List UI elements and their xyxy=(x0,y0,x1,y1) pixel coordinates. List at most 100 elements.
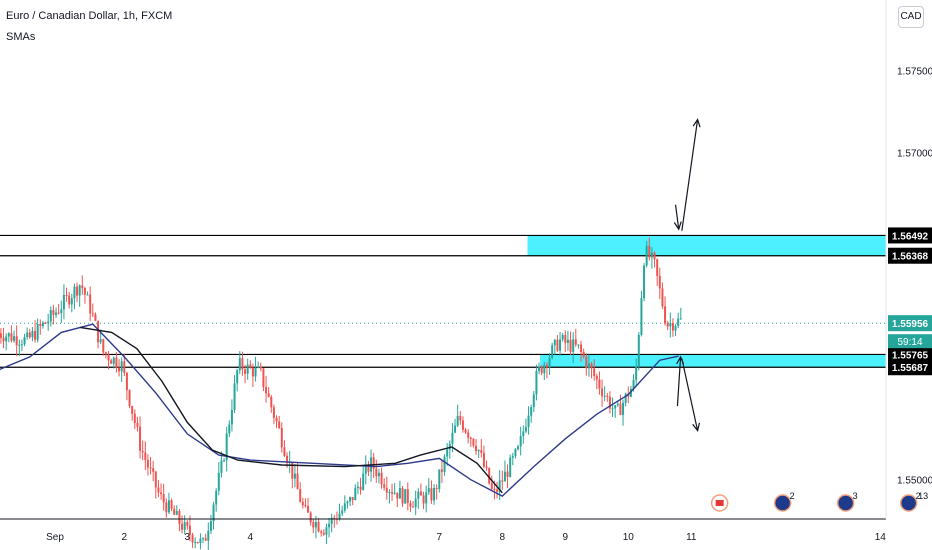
candle-body xyxy=(482,452,485,467)
candle-body xyxy=(280,427,283,448)
candle-body xyxy=(608,396,611,409)
candle-body xyxy=(47,321,50,324)
candle-body xyxy=(141,450,144,453)
candle-body xyxy=(0,333,2,338)
candle-body xyxy=(653,252,656,260)
event-flag-mark xyxy=(715,500,724,506)
candle-body xyxy=(23,337,26,345)
zone-rect-0 xyxy=(527,235,886,256)
candle-body xyxy=(372,457,375,469)
candle-body xyxy=(517,446,520,450)
candle-body xyxy=(18,344,21,346)
candle-body xyxy=(404,489,407,504)
candle-body xyxy=(619,403,622,415)
x-tick-label: 9 xyxy=(563,532,569,543)
last-price-tag-bg xyxy=(888,315,932,332)
candle-body xyxy=(26,332,29,338)
candle-body xyxy=(62,294,65,310)
arrows-layer xyxy=(673,118,701,432)
candle-body xyxy=(501,480,504,482)
candle-body xyxy=(409,503,412,507)
candle-body xyxy=(388,492,391,494)
candle-body xyxy=(238,358,241,371)
event-globe-icon xyxy=(899,494,918,512)
arrow-line-0 xyxy=(674,204,680,230)
candle-body xyxy=(230,409,233,425)
candle-body xyxy=(364,464,367,474)
candle-body xyxy=(246,364,249,374)
candle-body xyxy=(278,421,281,428)
candle-body xyxy=(34,330,37,340)
candle-body xyxy=(157,487,160,493)
candle-body xyxy=(459,415,462,421)
candle-body xyxy=(451,432,454,444)
candle-body xyxy=(412,506,415,508)
indicator-label[interactable]: SMAs xyxy=(6,31,36,43)
arrow-line-3 xyxy=(681,358,699,431)
candle-body xyxy=(233,383,236,410)
candle-body xyxy=(160,492,163,495)
candle-body xyxy=(406,489,409,504)
candle-body xyxy=(301,501,304,506)
candle-body xyxy=(422,495,425,504)
candle-body xyxy=(496,489,499,492)
candle-body xyxy=(265,387,268,394)
candle-body xyxy=(149,467,152,469)
candle-body xyxy=(131,406,134,414)
candle-body xyxy=(125,372,128,391)
candle-body xyxy=(356,486,359,488)
candle-body xyxy=(291,461,294,479)
candles-layer xyxy=(0,237,682,550)
candle-body xyxy=(207,530,210,541)
candle-body xyxy=(55,312,58,315)
candle-body xyxy=(217,472,220,491)
candle-body xyxy=(139,426,142,451)
arrow-line-1 xyxy=(681,119,699,231)
candle-body xyxy=(622,402,625,415)
candle-body xyxy=(671,322,674,331)
candle-body xyxy=(107,354,110,361)
candle-body xyxy=(83,288,86,295)
candle-body xyxy=(467,432,470,438)
candle-body xyxy=(640,298,643,335)
sma-layer xyxy=(0,323,679,497)
sma-slow-line xyxy=(80,326,503,494)
candle-body xyxy=(204,538,207,541)
y-tick-label: 1.55000 xyxy=(897,476,932,487)
x-tick-label: 11 xyxy=(686,532,697,543)
candle-body xyxy=(78,285,81,296)
level-price-tag-bg xyxy=(888,247,932,264)
candle-body xyxy=(383,484,386,488)
event-globe-icon xyxy=(773,494,792,512)
candle-body xyxy=(391,492,394,494)
candle-body xyxy=(228,424,231,434)
candle-body xyxy=(309,512,312,523)
level-price-tag-bg xyxy=(888,346,932,363)
x-tick-label: Sep xyxy=(46,532,64,543)
currency-button[interactable]: CAD xyxy=(898,6,924,28)
candle-body xyxy=(548,357,551,368)
candle-body xyxy=(162,494,165,503)
candle-body xyxy=(44,322,47,324)
candle-body xyxy=(396,492,399,499)
candle-body xyxy=(401,488,404,504)
candle-body xyxy=(41,322,44,327)
candle-body xyxy=(556,339,559,351)
x-tick-label: 14 xyxy=(875,532,887,543)
candle-body xyxy=(13,336,16,341)
candle-body xyxy=(330,517,333,524)
candle-body xyxy=(144,452,147,460)
candle-body xyxy=(325,527,328,535)
candle-body xyxy=(637,334,640,367)
candle-body xyxy=(10,333,13,341)
level-price-tag-bg xyxy=(888,359,932,376)
chart-title: Euro / Canadian Dollar, 1h, FXCM xyxy=(6,10,173,22)
candle-body xyxy=(73,286,76,299)
candle-body xyxy=(270,396,273,408)
candle-body xyxy=(2,337,5,342)
candle-body xyxy=(167,500,170,513)
candle-body xyxy=(215,490,218,505)
zone-rect-1 xyxy=(540,354,886,368)
